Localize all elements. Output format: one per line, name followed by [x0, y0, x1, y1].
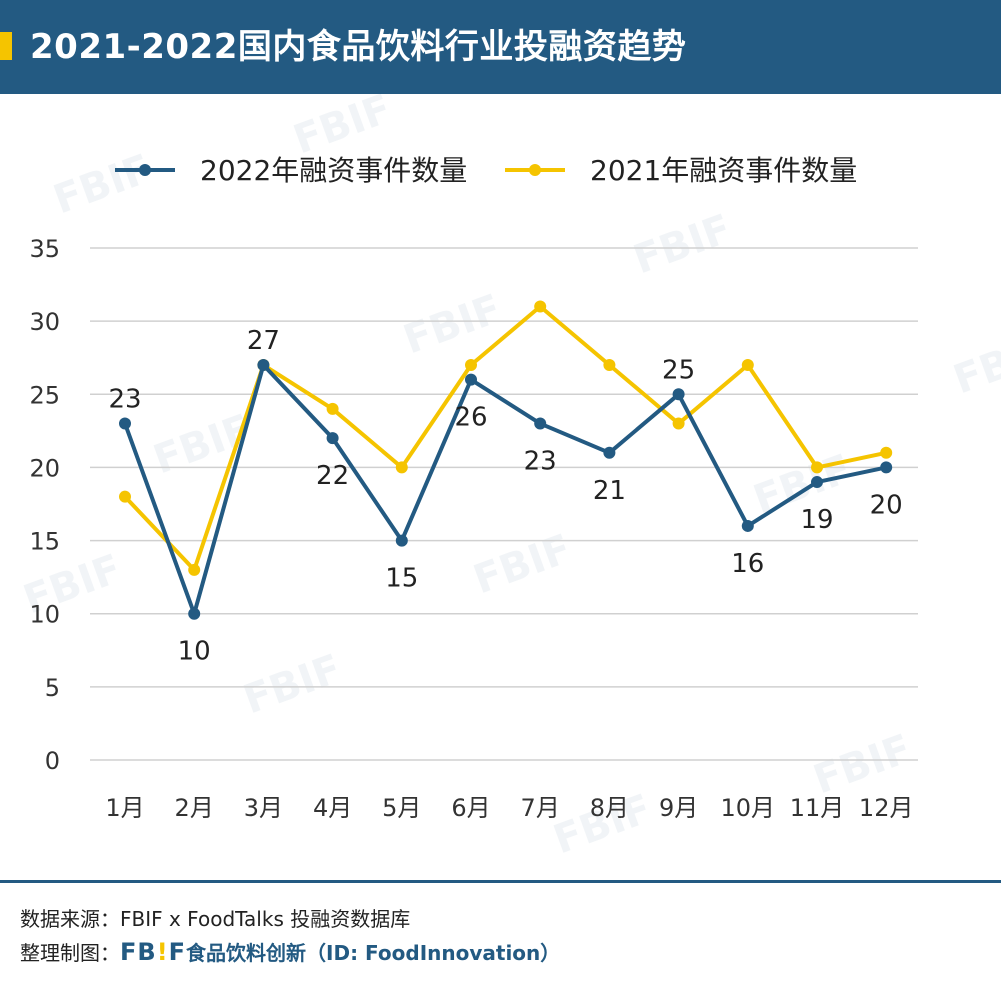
data-point-0: [741, 519, 754, 532]
data-point-0: [326, 432, 339, 445]
data-label: 16: [731, 549, 764, 579]
y-tick-label: 10: [29, 601, 60, 629]
y-tick-label: 20: [29, 454, 60, 482]
x-axis-ticks: 1月 2月 3月 4月 5月 6月 7月 8月 9月 10月 11月 12月: [105, 794, 913, 822]
data-point-0: [603, 446, 616, 459]
y-tick-label: 5: [45, 674, 60, 702]
x-tick-label: 9月: [659, 794, 698, 822]
maker-brand: FB!F食品饮料创新（ID: FoodInnovation）: [120, 938, 561, 966]
data-point-0: [188, 607, 201, 620]
data-label: 22: [316, 461, 349, 491]
watermark-text: FBIF: [468, 526, 578, 603]
legend-label-1: 2021年融资事件数量: [590, 154, 857, 187]
legend-marker-0: [139, 164, 151, 176]
data-point-0: [257, 359, 270, 372]
data-label: 15: [385, 564, 418, 594]
data-point-0: [534, 417, 547, 430]
x-tick-label: 6月: [451, 794, 490, 822]
x-tick-label: 10月: [721, 794, 776, 822]
series-layer: [119, 300, 893, 620]
watermark-text: FBIF: [628, 206, 738, 283]
data-point-1: [326, 402, 339, 415]
source-text: FBIF x FoodTalks 投融资数据库: [120, 907, 411, 931]
data-point-0: [119, 417, 131, 430]
series-line-1: [123, 304, 887, 572]
data-label: 20: [870, 490, 903, 520]
footer-maker: 整理制图：FB!F食品饮料创新（ID: FoodInnovation）: [20, 937, 560, 966]
page-title: 2021-2022国内食品饮料行业投融资趋势: [30, 27, 687, 67]
x-tick-label: 3月: [244, 794, 283, 822]
footer-source: 数据来源：FBIF x FoodTalks 投融资数据库: [20, 903, 410, 932]
y-tick-label: 0: [45, 747, 60, 775]
data-point-0: [880, 461, 893, 474]
data-point-0: [811, 476, 823, 489]
watermark-text: FBIF: [398, 286, 508, 363]
x-tick-label: 8月: [590, 794, 629, 822]
data-point-0: [465, 373, 477, 386]
data-point-1: [603, 359, 616, 372]
data-label: 23: [108, 385, 141, 415]
data-label: 10: [178, 637, 211, 667]
x-tick-label: 1月: [105, 794, 144, 822]
data-label: 26: [454, 403, 487, 433]
data-point-1: [672, 417, 685, 430]
y-axis-ticks: 0 5 10 15 20 25 30 35: [29, 235, 60, 775]
watermark-layer: FBIFFBIFFBIFFBIFFBIFFBIFFBIFFBIFFBIFFBIF…: [18, 94, 1001, 863]
line-chart: FBIFFBIFFBIFFBIFFBIFFBIFFBIFFBIFFBIFFBIF…: [18, 94, 1001, 863]
x-tick-label: 5月: [382, 794, 421, 822]
data-point-1: [395, 461, 408, 474]
x-tick-label: 11月: [790, 794, 845, 822]
legend-label-0: 2022年融资事件数量: [200, 154, 467, 187]
data-point-1: [811, 461, 823, 474]
data-point-0: [672, 388, 685, 401]
y-tick-label: 25: [29, 381, 60, 409]
watermark-text: FBIF: [48, 146, 158, 223]
legend: 2022年融资事件数量 2021年融资事件数量: [115, 154, 857, 187]
data-point-1: [534, 300, 547, 313]
x-tick-label: 12月: [859, 794, 914, 822]
legend-marker-1: [529, 164, 541, 176]
data-point-0: [395, 534, 408, 547]
x-tick-label: 2月: [175, 794, 214, 822]
x-tick-label: 4月: [313, 794, 352, 822]
header-bar: 2021-2022国内食品饮料行业投融资趋势: [0, 0, 1001, 94]
watermark-text: FBIF: [238, 646, 348, 723]
data-label: 19: [800, 505, 833, 535]
y-tick-label: 30: [29, 308, 60, 336]
data-point-1: [188, 563, 201, 576]
header-accent: [0, 32, 12, 60]
data-label: 23: [524, 447, 557, 477]
data-label: 25: [662, 355, 695, 385]
data-label: 27: [247, 326, 280, 356]
footer-divider: [0, 880, 1001, 883]
data-labels: 23 10 27 22 15 26 23 21 25 16 19 20: [108, 326, 902, 667]
series-line-0: [123, 363, 887, 616]
maker-label: 整理制图：: [20, 941, 120, 965]
maker-text: 食品饮料创新（ID: FoodInnovation）: [186, 941, 561, 965]
y-tick-label: 35: [29, 235, 60, 263]
watermark-text: FBIF: [288, 94, 398, 163]
source-label: 数据来源：: [20, 907, 120, 931]
x-tick-label: 7月: [521, 794, 560, 822]
y-tick-label: 15: [29, 528, 60, 556]
data-point-1: [465, 359, 477, 372]
data-point-1: [119, 490, 131, 503]
watermark-text: FBIF: [948, 326, 1001, 403]
data-label: 21: [593, 476, 626, 506]
data-point-1: [741, 359, 754, 372]
fbif-logo: FB!F: [120, 938, 187, 966]
data-point-1: [880, 446, 893, 459]
watermark-text: FBIF: [808, 726, 918, 803]
